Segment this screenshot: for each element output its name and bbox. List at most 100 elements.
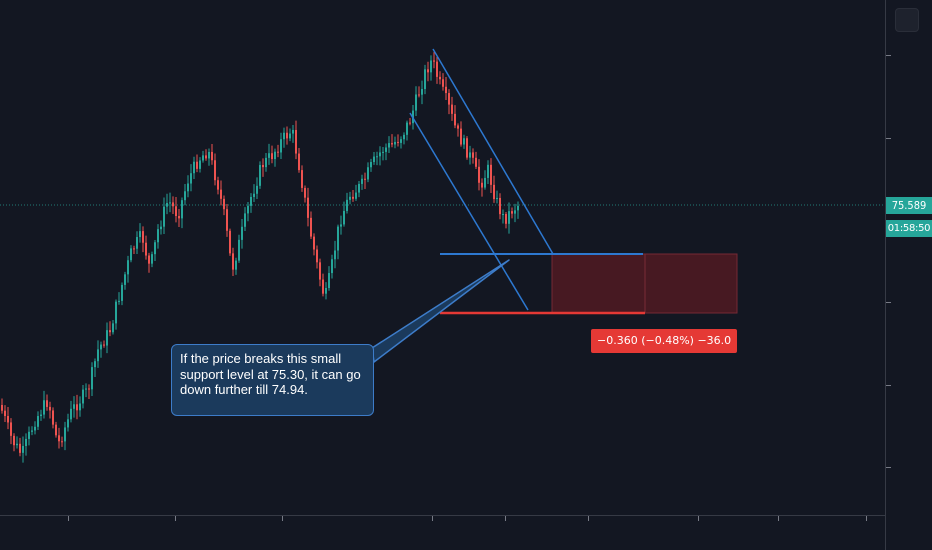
channel-upper-line	[432, 48, 554, 255]
candle-body	[13, 435, 15, 446]
candle-body	[199, 160, 201, 169]
candle-body	[133, 248, 135, 250]
callout-text: If the price breaks this small support l…	[180, 351, 361, 397]
candle-body	[112, 323, 114, 333]
candle-body	[73, 404, 75, 409]
candle-body	[82, 389, 84, 404]
candle-body	[262, 165, 264, 168]
candle-body	[409, 122, 411, 124]
callout-pointer	[371, 259, 510, 363]
candle-body	[427, 69, 429, 73]
candle-body	[238, 239, 240, 261]
candle-body	[421, 89, 423, 95]
price-axis[interactable]	[885, 0, 932, 550]
candle-body	[271, 153, 273, 160]
candle-body	[391, 143, 393, 145]
candle-body	[58, 435, 60, 442]
candle-body	[97, 349, 99, 362]
candle-body	[490, 164, 492, 185]
time-tick	[505, 516, 506, 521]
candle-body	[478, 166, 480, 183]
candle-body	[232, 253, 234, 270]
last-price-label: 75.589	[886, 197, 932, 214]
candle-body	[385, 147, 387, 152]
candle-body	[202, 155, 204, 161]
candle-body	[139, 231, 141, 238]
candle-body	[469, 152, 471, 158]
candle-body	[103, 344, 105, 346]
candle-body	[22, 446, 24, 453]
candle-body	[289, 133, 291, 139]
candle-body	[379, 152, 381, 157]
time-axis[interactable]	[0, 515, 885, 550]
candle-body	[424, 69, 426, 90]
candle-body	[337, 226, 339, 251]
candle-body	[217, 180, 219, 190]
candle-body	[193, 161, 195, 174]
candle-body	[349, 196, 351, 200]
candle-body	[64, 427, 66, 442]
candle-body	[397, 141, 399, 143]
candle-body	[229, 230, 231, 254]
candle-body	[334, 250, 336, 260]
candle-body	[367, 167, 369, 180]
time-tick	[68, 516, 69, 521]
candle-body	[223, 198, 225, 210]
candle-body	[4, 410, 6, 416]
candle-body	[436, 61, 438, 77]
candle-body	[172, 202, 174, 207]
candle-body	[451, 104, 453, 114]
candle-body	[184, 191, 186, 201]
candle-body	[277, 151, 279, 153]
candle-body	[514, 210, 516, 214]
candle-body	[418, 94, 420, 96]
channel-lower-line	[409, 112, 529, 311]
candle-body	[316, 249, 318, 263]
candle-body	[472, 152, 474, 158]
candle-body	[19, 443, 21, 453]
time-tick	[588, 516, 589, 521]
candle-body	[325, 288, 327, 294]
candle-body	[124, 274, 126, 285]
candle-body	[187, 183, 189, 192]
candle-body	[496, 197, 498, 200]
candle-body	[403, 134, 405, 140]
candle-body	[286, 132, 288, 139]
candle-body	[505, 213, 507, 224]
candle-body	[376, 156, 378, 158]
bar-countdown-label: 01:58:50	[886, 220, 932, 237]
candle-body	[40, 414, 42, 417]
candle-body	[247, 205, 249, 214]
candle-body	[355, 192, 357, 199]
candle-body	[361, 178, 363, 184]
candle-body	[481, 182, 483, 188]
candle-body	[370, 162, 372, 168]
candle-body	[256, 185, 258, 194]
candle-body	[49, 406, 51, 411]
callout-note[interactable]: If the price breaks this small support l…	[171, 344, 374, 416]
candlestick-series	[1, 52, 519, 463]
candle-body	[181, 200, 183, 219]
time-tick	[778, 516, 779, 521]
candle-body	[61, 441, 63, 443]
candle-body	[10, 422, 12, 436]
candle-body	[145, 242, 147, 256]
price-chart[interactable]	[0, 0, 885, 515]
candle-body	[157, 229, 159, 243]
candle-body	[25, 438, 27, 447]
time-tick	[175, 516, 176, 521]
candle-body	[313, 236, 315, 250]
candle-body	[460, 128, 462, 145]
candle-body	[508, 211, 510, 224]
candle-body	[283, 132, 285, 140]
axis-settings-button[interactable]	[895, 8, 919, 32]
candle-body	[85, 388, 87, 390]
candle-body	[220, 189, 222, 199]
candle-body	[67, 419, 69, 428]
candle-body	[517, 205, 519, 211]
candle-body	[34, 426, 36, 431]
candle-body	[463, 138, 465, 145]
candle-body	[28, 431, 30, 439]
candle-body	[127, 260, 129, 275]
price-tick	[886, 55, 891, 56]
